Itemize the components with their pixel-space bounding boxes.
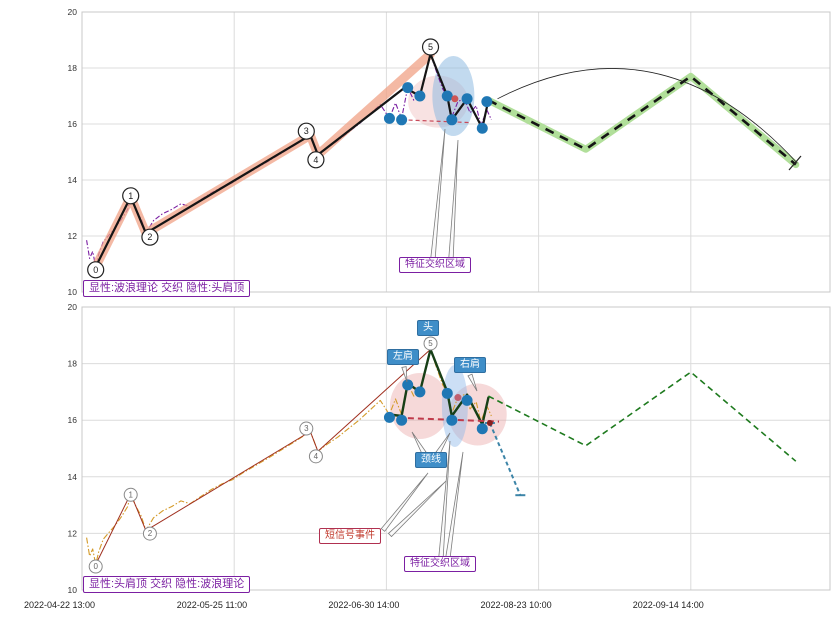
x-tick-label: 2022-05-25 11:00 [177, 600, 247, 610]
y-tick-label: 20 [68, 7, 78, 17]
panel-border [81, 306, 831, 591]
signal-dot-marker [451, 95, 459, 103]
pattern-dots-marker [402, 379, 414, 391]
wave-number-circle [297, 122, 315, 140]
y-tick-label: 12 [68, 231, 78, 241]
y-tick-label: 16 [68, 119, 78, 129]
y-tick-label: 10 [68, 287, 78, 297]
pattern-dots-marker [476, 122, 488, 134]
y-tick-label: 12 [68, 528, 78, 538]
signal-dot-marker [454, 394, 462, 402]
wave-number-text: 4 [313, 155, 318, 165]
wave-number-text: 1 [128, 490, 133, 499]
feature-zone-ellipse [389, 373, 450, 440]
pattern-dots-marker [383, 411, 395, 423]
wave-number-circle [421, 38, 440, 56]
wave-number-circle [87, 261, 105, 279]
y-tick-label: 14 [68, 175, 78, 185]
wave-number-text: 0 [93, 562, 98, 571]
annotation-arrow [448, 139, 459, 259]
x-axis-labels: 2022-04-22 13:00 2022-05-25 11:00 2022-06-… [24, 600, 704, 610]
pattern-dots-marker [396, 114, 408, 126]
pattern-dots-marker [461, 93, 473, 105]
wave-number-text: 2 [147, 232, 152, 242]
break-dot-marker [486, 420, 493, 427]
forecast-dashed [487, 75, 797, 166]
wave-number-circle [123, 487, 138, 502]
pattern-dots-marker [446, 414, 458, 426]
annotation-arrow [387, 480, 447, 538]
wave-number-text: 3 [304, 126, 309, 136]
x-tick-label: 2022-04-22 13:00 [24, 600, 95, 610]
pattern-dots-marker [481, 96, 493, 108]
wave-number-text: 3 [304, 424, 309, 433]
head-label: 头 [417, 320, 439, 336]
y-tick-label: 10 [68, 585, 78, 595]
wave-number-circle [299, 421, 314, 436]
left-shoulder-label: 左肩 [387, 349, 419, 365]
neckline-line [387, 416, 500, 423]
wave-number-text: 1 [128, 191, 133, 201]
pattern-dots-marker [461, 394, 473, 406]
pattern-dots-marker [446, 114, 458, 126]
y-tick-label: 16 [68, 415, 78, 425]
wave-number-circle [308, 449, 323, 464]
price-implicit-wave [86, 348, 492, 566]
y-tick-label: 20 [68, 302, 78, 312]
right-shoulder-label: 右肩 [454, 357, 486, 373]
pattern-dots-marker [414, 386, 426, 398]
wave-number-text: 2 [148, 529, 153, 538]
annotation-arrow [430, 128, 446, 259]
hs-solid-line [388, 348, 490, 426]
y-tick-label: 18 [68, 63, 78, 73]
pattern-dots-marker [441, 387, 453, 399]
wave-number-circle [88, 559, 103, 574]
caption-bottom: 显性:头肩顶 交织 隐性:波浪理论 [83, 576, 251, 594]
neckline-hint [401, 119, 471, 124]
pattern-dots-marker [414, 90, 426, 102]
wave-number-text: 5 [428, 42, 433, 52]
wave-number-text: 0 [93, 265, 98, 275]
caption-top: 显性:波浪理论 交织 隐性:头肩顶 [83, 280, 251, 298]
annotation-arrow [467, 373, 478, 392]
short-projection [488, 422, 522, 496]
wave-number-text: 4 [314, 452, 319, 461]
x-tick-label: 2022-06-30 14:00 [328, 600, 399, 610]
wave-number-text: 5 [428, 339, 433, 348]
pattern-dots-marker [441, 90, 453, 102]
annotation-arrow [401, 366, 408, 383]
wave-number-circle [142, 526, 157, 541]
elliott-thin-line [95, 348, 431, 565]
panel-border [81, 11, 831, 293]
wave-number-circle [307, 151, 325, 169]
pattern-dots-marker [402, 82, 414, 94]
pattern-dots-marker [476, 423, 488, 435]
feature-zone-label-top: 特征交织区域 [399, 257, 471, 273]
forecast-highlight [484, 72, 800, 169]
forecast-dashed-green [488, 371, 797, 462]
forecast-end-cap [788, 155, 802, 171]
wave-number-circle [141, 228, 159, 246]
annotation-arrow [435, 432, 451, 455]
short-signal-label: 短信号事件 [319, 528, 381, 544]
projection-arc [497, 68, 798, 164]
feature-zone-label-bottom: 特征交织区域 [404, 556, 476, 572]
x-tick-label: 2022-09-14 14:00 [633, 600, 704, 610]
wave-number-circle [423, 336, 438, 351]
annotation-arrow [380, 472, 429, 532]
y-tick-label: 14 [68, 472, 78, 482]
pattern-dots-marker [396, 414, 408, 426]
y-tick-label: 18 [68, 359, 78, 369]
neckline-label: 颈线 [415, 452, 447, 468]
wave-number-circle [122, 187, 140, 205]
x-tick-label: 2022-08-23 10:00 [481, 600, 552, 610]
pattern-dots-marker [383, 112, 395, 124]
